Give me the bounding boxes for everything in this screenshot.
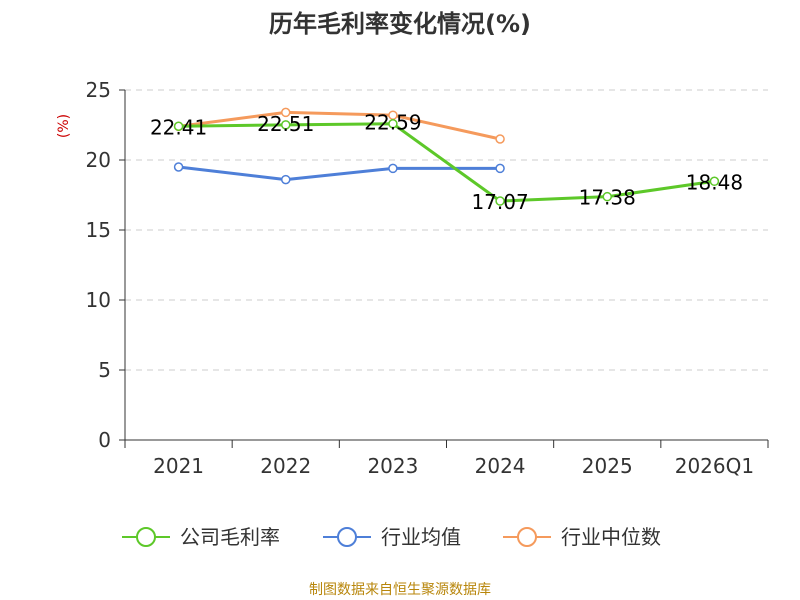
y-tick-label: 25 [86, 78, 111, 102]
data-point-0 [709, 176, 720, 187]
x-tick-label: 2025 [582, 454, 633, 478]
data-labels: 22.41 22.51 22.59 17.07 17.38 18.48 [150, 111, 743, 214]
series-group [173, 107, 720, 206]
data-label: 17.38 [579, 186, 636, 210]
data-point-1 [281, 174, 291, 185]
y-tick-label: 20 [86, 148, 111, 172]
x-tick-label: 2023 [367, 454, 418, 478]
data-point-2 [495, 134, 505, 144]
series-line-2 [178, 110, 501, 141]
data-point-2 [281, 107, 291, 118]
axes [124, 90, 769, 448]
legend-marker [337, 527, 357, 547]
data-point-0 [495, 196, 505, 206]
data-point-0 [173, 121, 184, 132]
legend-label: 公司毛利率 [180, 525, 280, 549]
data-label: 18.48 [686, 170, 743, 194]
data-point-0 [281, 120, 291, 130]
series-line-0 [178, 122, 715, 203]
y-tick-label: 15 [86, 218, 111, 242]
data-point-0 [388, 118, 398, 129]
legend-label: 行业中位数 [561, 525, 661, 549]
series-line-1 [178, 165, 501, 182]
data-label: 17.07 [471, 190, 528, 214]
legend-marker [517, 527, 537, 547]
y-axis-unit: (%) [56, 114, 72, 138]
y-tick-labels: 0 5 10 15 20 25 [86, 78, 111, 452]
x-tick-label: 2024 [475, 454, 526, 478]
data-label: 22.41 [150, 115, 207, 139]
data-point-1 [388, 163, 398, 174]
source-note: 制图数据来自恒生聚源数据库 [309, 582, 491, 598]
x-tick-label: 2022 [260, 454, 311, 478]
data-point-0 [602, 191, 612, 202]
data-point-1 [173, 162, 184, 172]
grid-lines [119, 89, 768, 441]
legend-marker [136, 527, 156, 547]
x-tick-label: 2021 [153, 454, 204, 478]
legend-label: 行业均值 [381, 525, 461, 549]
data-point-1 [495, 163, 505, 174]
x-tick-labels: 2021 2022 2023 2024 2025 2026Q1 [153, 454, 754, 478]
y-tick-label: 5 [98, 358, 111, 382]
legend: 公司毛利率 行业均值 行业中位数 [122, 525, 661, 549]
data-label: 22.59 [364, 111, 421, 135]
y-tick-label: 10 [86, 288, 111, 312]
x-tick-label: 2026Q1 [675, 454, 754, 478]
data-label: 22.51 [257, 112, 314, 136]
y-tick-label: 0 [98, 428, 111, 452]
chart-title: 历年毛利率变化情况(%) [269, 10, 531, 38]
